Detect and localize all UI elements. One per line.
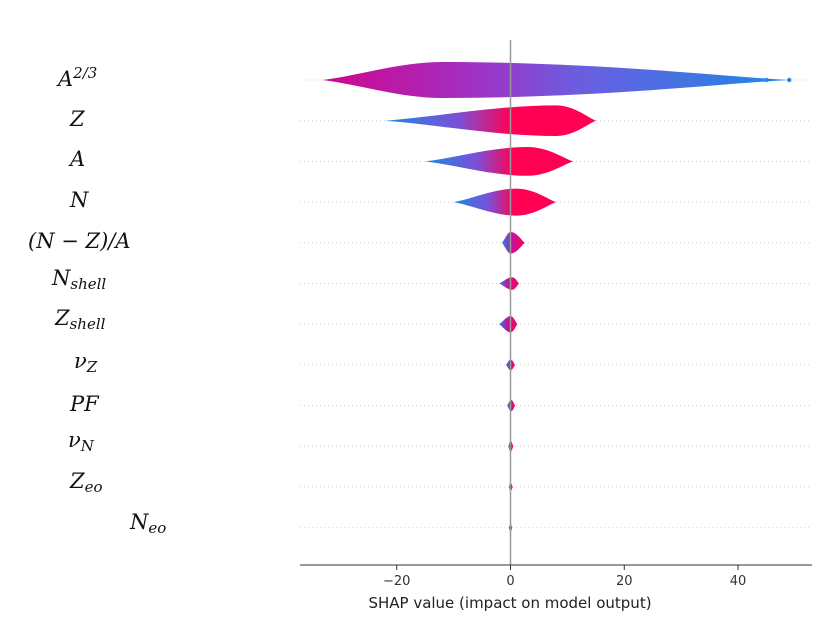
feature-label: νZ (74, 349, 97, 376)
feature-label: Zeo (70, 469, 103, 496)
outlier-point (764, 77, 769, 83)
feature-label-base: ν (68, 428, 81, 453)
feature-label-base: A (58, 67, 74, 91)
feature-label: N (70, 188, 88, 212)
feature-label-base: A (70, 147, 86, 172)
feature-label-subscript: N (80, 437, 94, 456)
feature-label-superscript: 2/3 (73, 64, 98, 82)
violin-shape (499, 316, 518, 333)
feature-label-subscript: eo (148, 518, 167, 537)
feature-label-subscript: shell (70, 274, 107, 293)
violin-shape (425, 147, 574, 176)
violin-shape (385, 105, 596, 136)
feature-label: νN (68, 428, 94, 455)
feature-label-base: N (70, 188, 89, 213)
feature-label-base: N (52, 265, 71, 290)
feature-label-base: (N − Z)/A (28, 228, 131, 253)
feature-label-base: ν (74, 348, 87, 373)
feature-label-subscript: eo (84, 478, 103, 496)
outlier-point (787, 77, 792, 83)
feature-label-base: PF (70, 391, 99, 416)
feature-label: (N − Z)/A (28, 229, 131, 253)
violin-shape (499, 277, 520, 290)
feature-label-base: Z (70, 469, 85, 493)
violin-shape (322, 62, 790, 98)
feature-label: A2/3 (58, 64, 97, 91)
x-tick-label: 40 (729, 574, 747, 589)
x-tick-label: 20 (615, 574, 633, 589)
feature-label-base: Z (70, 106, 85, 131)
feature-label: Neo (130, 510, 166, 537)
feature-label-base: N (130, 509, 149, 534)
feature-label-base: Z (55, 306, 70, 331)
feature-label: A (70, 147, 85, 171)
feature-label-subscript: Z (86, 357, 98, 376)
feature-label-subscript: shell (69, 315, 106, 334)
x-tick-label: 0 (506, 574, 515, 589)
x-axis-title: SHAP value (impact on model output) (368, 594, 652, 612)
violin-shape (453, 188, 556, 216)
feature-label: Zshell (55, 306, 105, 333)
violin-shape (501, 232, 525, 254)
feature-label: PF (70, 392, 99, 416)
feature-label: Nshell (52, 266, 106, 293)
x-tick-label: −20 (382, 574, 411, 589)
feature-label: Z (70, 107, 85, 131)
